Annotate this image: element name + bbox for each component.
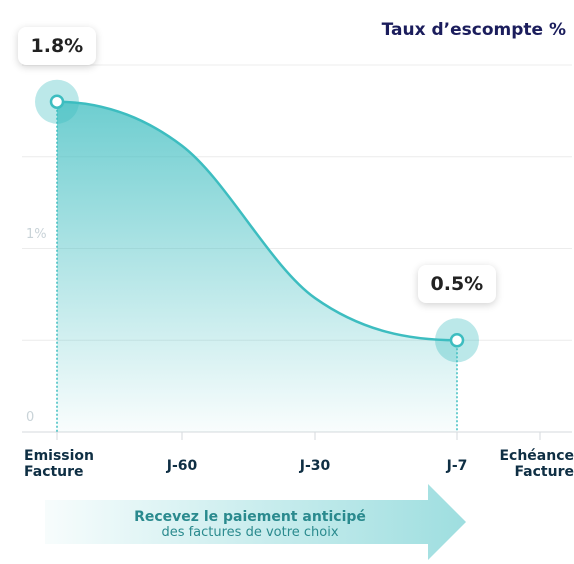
y-tick-label: 0	[26, 410, 35, 425]
arrow-title: Recevez le paiement anticipé	[134, 509, 366, 525]
arrow-subtitle: des factures de votre choix	[161, 525, 339, 540]
line	[56, 100, 458, 342]
chart-title: Taux d’escompte %	[381, 20, 566, 40]
point	[449, 333, 465, 348]
x-tick-label: Emission Facture	[24, 448, 94, 480]
x-tick-label: J-30	[299, 458, 331, 474]
value-label: 0.5%	[417, 265, 497, 304]
y-tick-label: 1%	[26, 226, 47, 242]
x-tick-label: Echéance Facture	[499, 448, 574, 480]
area	[57, 101, 457, 432]
x-tick-label: J-7	[446, 458, 468, 474]
arrow	[45, 484, 466, 560]
x-tick-label: J-60	[166, 458, 198, 474]
point	[49, 94, 65, 109]
value-label: 1.8%	[17, 26, 97, 65]
